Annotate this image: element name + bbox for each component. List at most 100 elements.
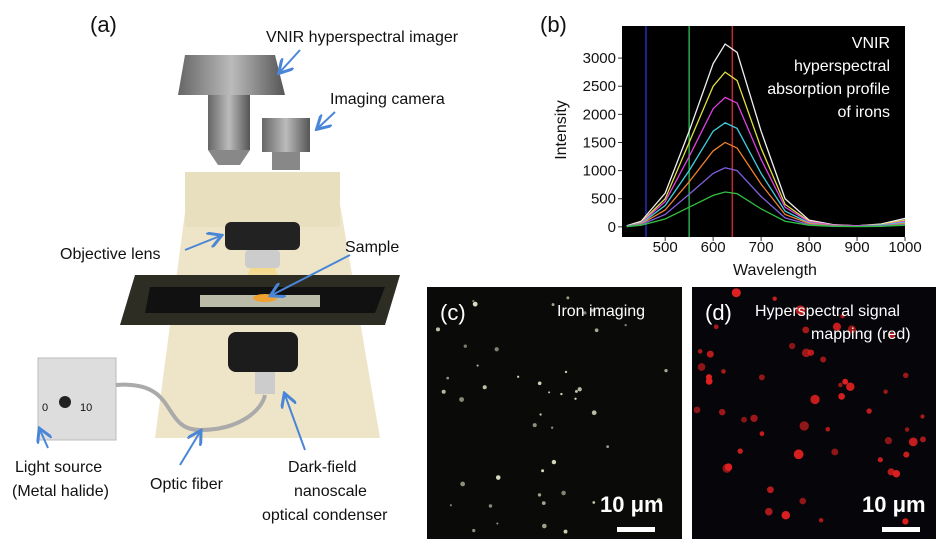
particle bbox=[592, 410, 597, 415]
scale-label: 10 μm bbox=[862, 492, 926, 517]
particle bbox=[759, 374, 765, 380]
particle bbox=[578, 387, 582, 391]
particle bbox=[459, 397, 464, 402]
particle bbox=[750, 415, 757, 422]
particle bbox=[799, 498, 806, 505]
y-tick-label: 1000 bbox=[583, 163, 616, 180]
particle bbox=[707, 351, 714, 358]
particle bbox=[436, 327, 440, 331]
particle bbox=[800, 421, 809, 430]
particle bbox=[561, 491, 566, 496]
panel-title: Hyperspectral signal bbox=[755, 303, 900, 320]
particle bbox=[460, 482, 465, 487]
particle bbox=[495, 347, 499, 351]
label: Optic fiber bbox=[150, 476, 224, 493]
figure: (a) VNIR hyperspectral imager Imaging ca… bbox=[0, 0, 936, 539]
particle bbox=[595, 328, 599, 332]
particle bbox=[698, 363, 706, 371]
particle bbox=[565, 371, 567, 373]
particle bbox=[831, 448, 838, 455]
particle bbox=[825, 427, 830, 432]
particle bbox=[719, 409, 726, 416]
annotation: hyperspectral bbox=[794, 58, 890, 75]
particle bbox=[782, 511, 791, 520]
arrow bbox=[318, 112, 335, 128]
particle bbox=[483, 385, 487, 389]
particle bbox=[538, 493, 541, 496]
label: nanoscale bbox=[294, 483, 367, 500]
panel-label: (c) bbox=[440, 300, 466, 325]
particle bbox=[560, 393, 562, 395]
particle bbox=[866, 408, 871, 413]
particle bbox=[446, 377, 449, 380]
particle bbox=[789, 343, 795, 349]
particle bbox=[592, 501, 595, 504]
x-tick-label: 900 bbox=[845, 239, 870, 256]
particle bbox=[489, 504, 492, 507]
particle bbox=[893, 470, 900, 477]
particle bbox=[802, 326, 809, 333]
annotation: VNIR bbox=[852, 35, 890, 52]
particle bbox=[909, 437, 918, 446]
particle bbox=[810, 395, 819, 404]
panel-label: (d) bbox=[705, 300, 732, 325]
label: (Metal halide) bbox=[12, 483, 109, 500]
annotation: of irons bbox=[838, 104, 890, 121]
dial-label: 0 bbox=[42, 402, 48, 414]
particle bbox=[472, 300, 474, 302]
particle bbox=[698, 349, 703, 354]
particle bbox=[541, 469, 544, 472]
y-tick-label: 500 bbox=[591, 191, 616, 208]
particle bbox=[464, 345, 467, 348]
particle bbox=[820, 356, 826, 362]
particle bbox=[878, 457, 883, 462]
panel-title: Iron imaging bbox=[557, 303, 645, 320]
particle bbox=[477, 365, 479, 367]
particle bbox=[738, 448, 743, 453]
particle bbox=[846, 382, 855, 391]
particle bbox=[548, 391, 550, 393]
label: Sample bbox=[345, 239, 399, 256]
x-axis-label: Wavelength bbox=[733, 262, 817, 279]
particle bbox=[903, 452, 909, 458]
y-tick-label: 0 bbox=[608, 219, 616, 236]
particle bbox=[765, 508, 773, 516]
y-tick-label: 1500 bbox=[583, 134, 616, 151]
particle bbox=[706, 374, 712, 380]
particle bbox=[802, 348, 811, 357]
particle bbox=[473, 302, 478, 307]
particle bbox=[566, 296, 569, 299]
particle bbox=[564, 530, 568, 534]
particle bbox=[838, 383, 843, 388]
particle bbox=[606, 445, 609, 448]
particle bbox=[442, 390, 446, 394]
particle bbox=[838, 393, 845, 400]
x-tick-label: 700 bbox=[749, 239, 774, 256]
particle bbox=[819, 518, 824, 523]
particle bbox=[760, 431, 765, 436]
particle bbox=[450, 504, 452, 506]
x-tick-label: 800 bbox=[797, 239, 822, 256]
particle bbox=[517, 376, 519, 378]
particle bbox=[903, 373, 908, 378]
x-tick-label: 600 bbox=[701, 239, 726, 256]
particle bbox=[721, 369, 726, 374]
label: Light source bbox=[15, 459, 102, 476]
particle bbox=[694, 407, 701, 414]
particle bbox=[539, 413, 541, 415]
particle bbox=[725, 463, 733, 471]
particle bbox=[883, 389, 888, 394]
y-axis-label: Intensity bbox=[553, 100, 570, 160]
label: Objective lens bbox=[60, 246, 161, 263]
label: optical condenser bbox=[262, 507, 388, 524]
particle bbox=[552, 303, 555, 306]
particle bbox=[773, 296, 777, 300]
particle bbox=[551, 427, 553, 429]
panel-label: (a) bbox=[90, 12, 117, 37]
particle bbox=[552, 460, 556, 464]
particle bbox=[920, 414, 924, 418]
particle bbox=[575, 390, 578, 393]
x-tick-label: 1000 bbox=[888, 239, 921, 256]
particle bbox=[767, 486, 774, 493]
annotation: absorption profile bbox=[767, 81, 890, 98]
